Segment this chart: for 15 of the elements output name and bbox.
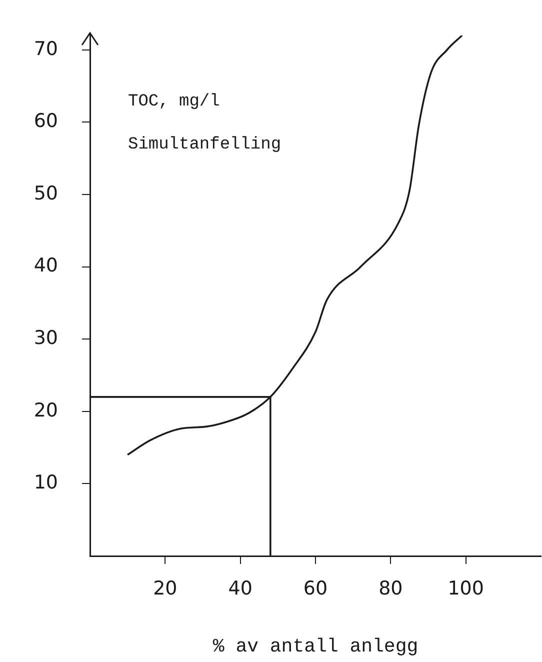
y-axis-title: TOC, mg/l — [128, 92, 220, 112]
y-tick-label: 50 — [34, 182, 58, 204]
x-tick-label: 40 — [228, 577, 252, 600]
x-tick-label: 100 — [448, 577, 484, 600]
y-tick-label: 10 — [34, 472, 58, 494]
x-axis-title: % av antall anlegg — [212, 636, 418, 658]
y-tick-label: 60 — [34, 110, 58, 132]
x-tick-label: 60 — [303, 577, 328, 600]
y-tick-label: 30 — [34, 327, 58, 350]
annotation: Simultanfelling — [128, 135, 282, 154]
y-tick-label: 20 — [34, 399, 58, 422]
x-tick-label: 80 — [378, 577, 403, 600]
y-tick-label: 40 — [34, 254, 58, 277]
y-tick-label: 70 — [34, 38, 58, 60]
x-tick-label: 20 — [153, 577, 178, 600]
